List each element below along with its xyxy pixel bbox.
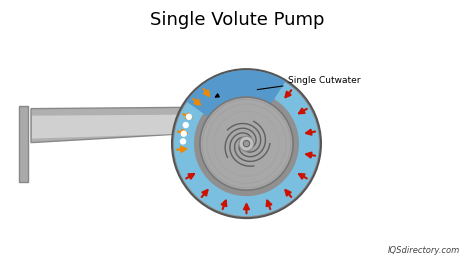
Polygon shape [32, 115, 196, 139]
Circle shape [200, 97, 293, 190]
Circle shape [182, 122, 189, 128]
Circle shape [239, 136, 254, 151]
Circle shape [180, 138, 186, 145]
Text: Single Cutwater: Single Cutwater [257, 76, 361, 90]
FancyBboxPatch shape [19, 106, 28, 182]
Circle shape [172, 69, 321, 218]
Polygon shape [31, 107, 188, 143]
Circle shape [243, 140, 250, 147]
Text: Single Volute Pump: Single Volute Pump [150, 11, 324, 29]
Wedge shape [174, 71, 319, 216]
Circle shape [181, 131, 187, 137]
Circle shape [186, 114, 192, 120]
Text: IQSdirectory.com: IQSdirectory.com [388, 246, 460, 255]
Wedge shape [186, 70, 285, 127]
